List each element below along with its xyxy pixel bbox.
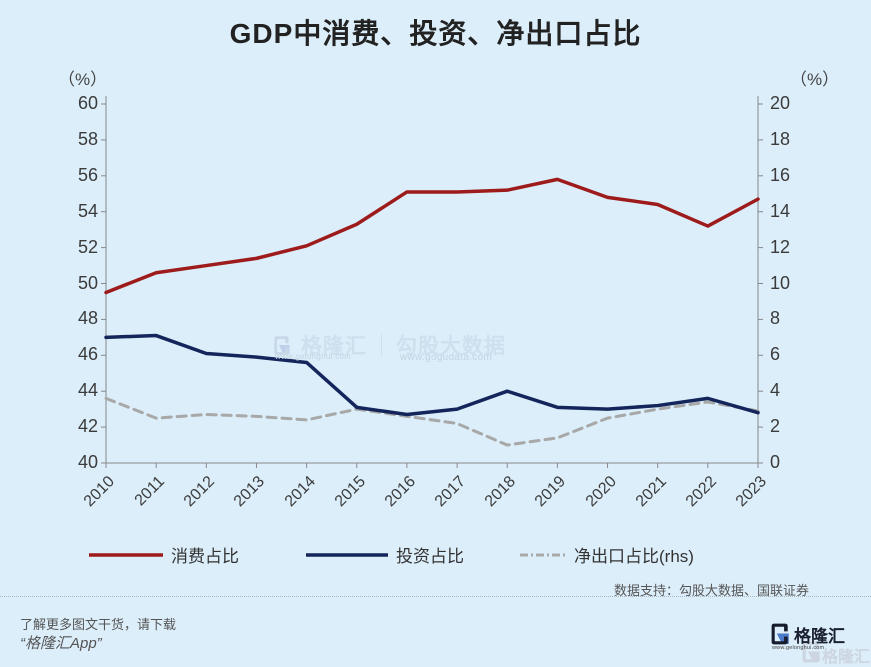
- svg-text:格隆汇: 格隆汇: [794, 626, 845, 646]
